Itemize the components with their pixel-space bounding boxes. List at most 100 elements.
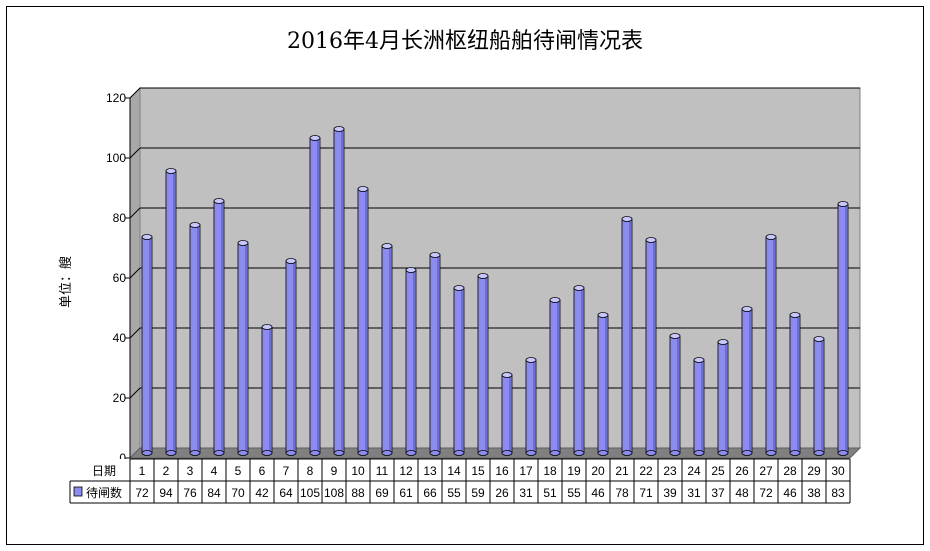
bar <box>621 216 633 456</box>
data-label: 88 <box>351 486 365 500</box>
x-tick-label: 10 <box>351 464 365 478</box>
gridline-side <box>129 267 141 279</box>
bar-top <box>333 126 345 132</box>
data-label: 76 <box>183 486 197 500</box>
data-label: 72 <box>135 486 149 500</box>
data-label: 42 <box>255 486 269 500</box>
data-label: 48 <box>735 486 749 500</box>
bar <box>765 234 777 456</box>
bar-shade <box>149 237 152 453</box>
bars <box>141 126 849 456</box>
data-label: 38 <box>807 486 821 500</box>
y-tick-label: 40 <box>113 331 127 345</box>
x-tick-label: 15 <box>471 464 485 478</box>
bar-base <box>669 450 681 456</box>
bar-top <box>645 237 657 243</box>
bar-base <box>741 450 753 456</box>
bar <box>501 372 513 456</box>
bar-base <box>405 450 417 456</box>
bar-top <box>669 333 681 339</box>
y-tick-label: 0 <box>119 451 126 465</box>
data-label: 55 <box>447 486 461 500</box>
bar <box>669 333 681 456</box>
x-tick-label: 22 <box>639 464 653 478</box>
bar-shade <box>773 237 776 453</box>
y-tick-label: 80 <box>113 211 127 225</box>
bar-top <box>453 285 465 291</box>
bar <box>549 297 561 456</box>
x-tick-label: 20 <box>591 464 605 478</box>
bar-top <box>189 222 201 228</box>
data-label: 72 <box>759 486 773 500</box>
bar-shade <box>341 129 344 453</box>
series-name: 待闸数 <box>86 485 122 500</box>
data-label: 69 <box>375 486 389 500</box>
bar <box>237 240 249 456</box>
bar-base <box>549 450 561 456</box>
x-tick-label: 23 <box>663 464 677 478</box>
y-tick-label: 60 <box>113 271 127 285</box>
bar <box>165 168 177 456</box>
x-tick-label: 28 <box>783 464 797 478</box>
bar-base <box>237 450 249 456</box>
data-label: 70 <box>231 486 245 500</box>
bar <box>837 201 849 456</box>
bar-shade <box>677 336 680 453</box>
gridline-side <box>129 147 141 159</box>
bar-top <box>693 357 705 363</box>
data-label: 71 <box>639 486 653 500</box>
x-tick-label: 16 <box>495 464 509 478</box>
bar-shade <box>293 261 296 453</box>
y-axis-ticks: 0 20 40 60 80 100 120 <box>106 91 131 465</box>
data-label: 51 <box>543 486 557 500</box>
bar-shade <box>245 243 248 453</box>
x-tick-label: 3 <box>187 464 194 478</box>
data-table: 日期待闸数17229437648457064276481059108108811… <box>69 458 851 504</box>
bar <box>333 126 345 456</box>
x-tick-label: 25 <box>711 464 725 478</box>
data-label: 64 <box>279 486 293 500</box>
data-label: 83 <box>831 486 845 500</box>
bar-top <box>237 240 249 246</box>
bar-base <box>789 450 801 456</box>
bar-base <box>693 450 705 456</box>
x-tick-label: 26 <box>735 464 749 478</box>
bar-top <box>357 186 369 192</box>
x-tick-label: 2 <box>163 464 170 478</box>
bar-shade <box>317 138 320 453</box>
bar-base <box>357 450 369 456</box>
bar-top <box>549 297 561 303</box>
bar-base <box>453 450 465 456</box>
bar <box>429 252 441 456</box>
bar-shade <box>197 225 200 453</box>
bar <box>141 234 153 456</box>
bar-base <box>573 450 585 456</box>
gridline-side <box>129 207 141 219</box>
table-header-date: 日期 <box>92 464 116 478</box>
x-tick-label: 19 <box>567 464 581 478</box>
x-tick-label: 24 <box>687 464 701 478</box>
y-axis-label: 单位：艘 <box>58 256 74 308</box>
x-tick-label: 5 <box>235 464 242 478</box>
bar-top <box>381 243 393 249</box>
y-tick-label: 20 <box>113 391 127 405</box>
bar-base <box>285 450 297 456</box>
bar <box>813 336 825 456</box>
bar <box>261 324 273 456</box>
bar-base <box>621 450 633 456</box>
gridline-side <box>129 327 141 339</box>
bar-shade <box>797 315 800 453</box>
bar-top <box>261 324 273 330</box>
bar <box>285 258 297 456</box>
bar-base <box>837 450 849 456</box>
x-tick-label: 21 <box>615 464 629 478</box>
data-label: 94 <box>159 486 173 500</box>
bar <box>525 357 537 456</box>
y-tick-label: 100 <box>106 151 126 165</box>
data-label: 31 <box>687 486 701 500</box>
x-tick-label: 4 <box>211 464 218 478</box>
bar-base <box>165 450 177 456</box>
bar <box>597 312 609 456</box>
data-label: 31 <box>519 486 533 500</box>
